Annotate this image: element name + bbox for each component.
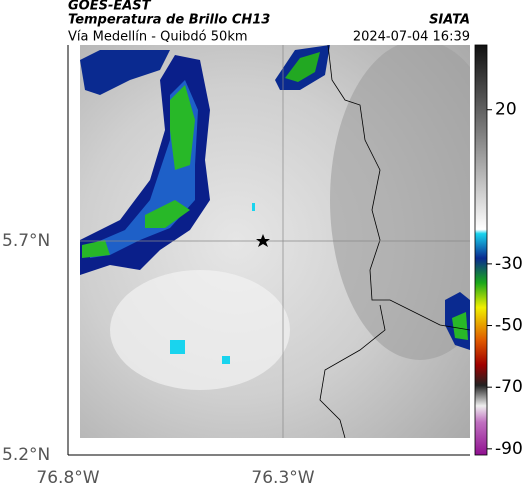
lat-label: 5.7°N <box>2 231 50 251</box>
lon-label: 76.8°W <box>36 468 99 488</box>
lon-label: 76.3°W <box>251 468 314 488</box>
city-marker <box>256 234 270 247</box>
colorbar-tick-label: -30 <box>495 254 523 274</box>
colorbar-tick-label: -50 <box>495 316 523 336</box>
route: Vía Medellín - Quibdó 50km <box>68 30 248 45</box>
colorbar-tick-label: -90 <box>495 439 523 459</box>
title: GOES-EAST <box>68 0 152 14</box>
timestamp: 2024-07-04 16:39 <box>353 30 470 45</box>
colorbar <box>474 44 488 456</box>
subtitle: Temperatura de Brillo CH13 <box>68 13 270 28</box>
colorbar-tick-label: -70 <box>495 377 523 397</box>
satellite-image <box>80 45 470 438</box>
source: SIATA <box>429 13 470 28</box>
colorbar-tick-label: 20 <box>495 100 517 120</box>
lat-label: 5.2°N <box>2 445 50 465</box>
